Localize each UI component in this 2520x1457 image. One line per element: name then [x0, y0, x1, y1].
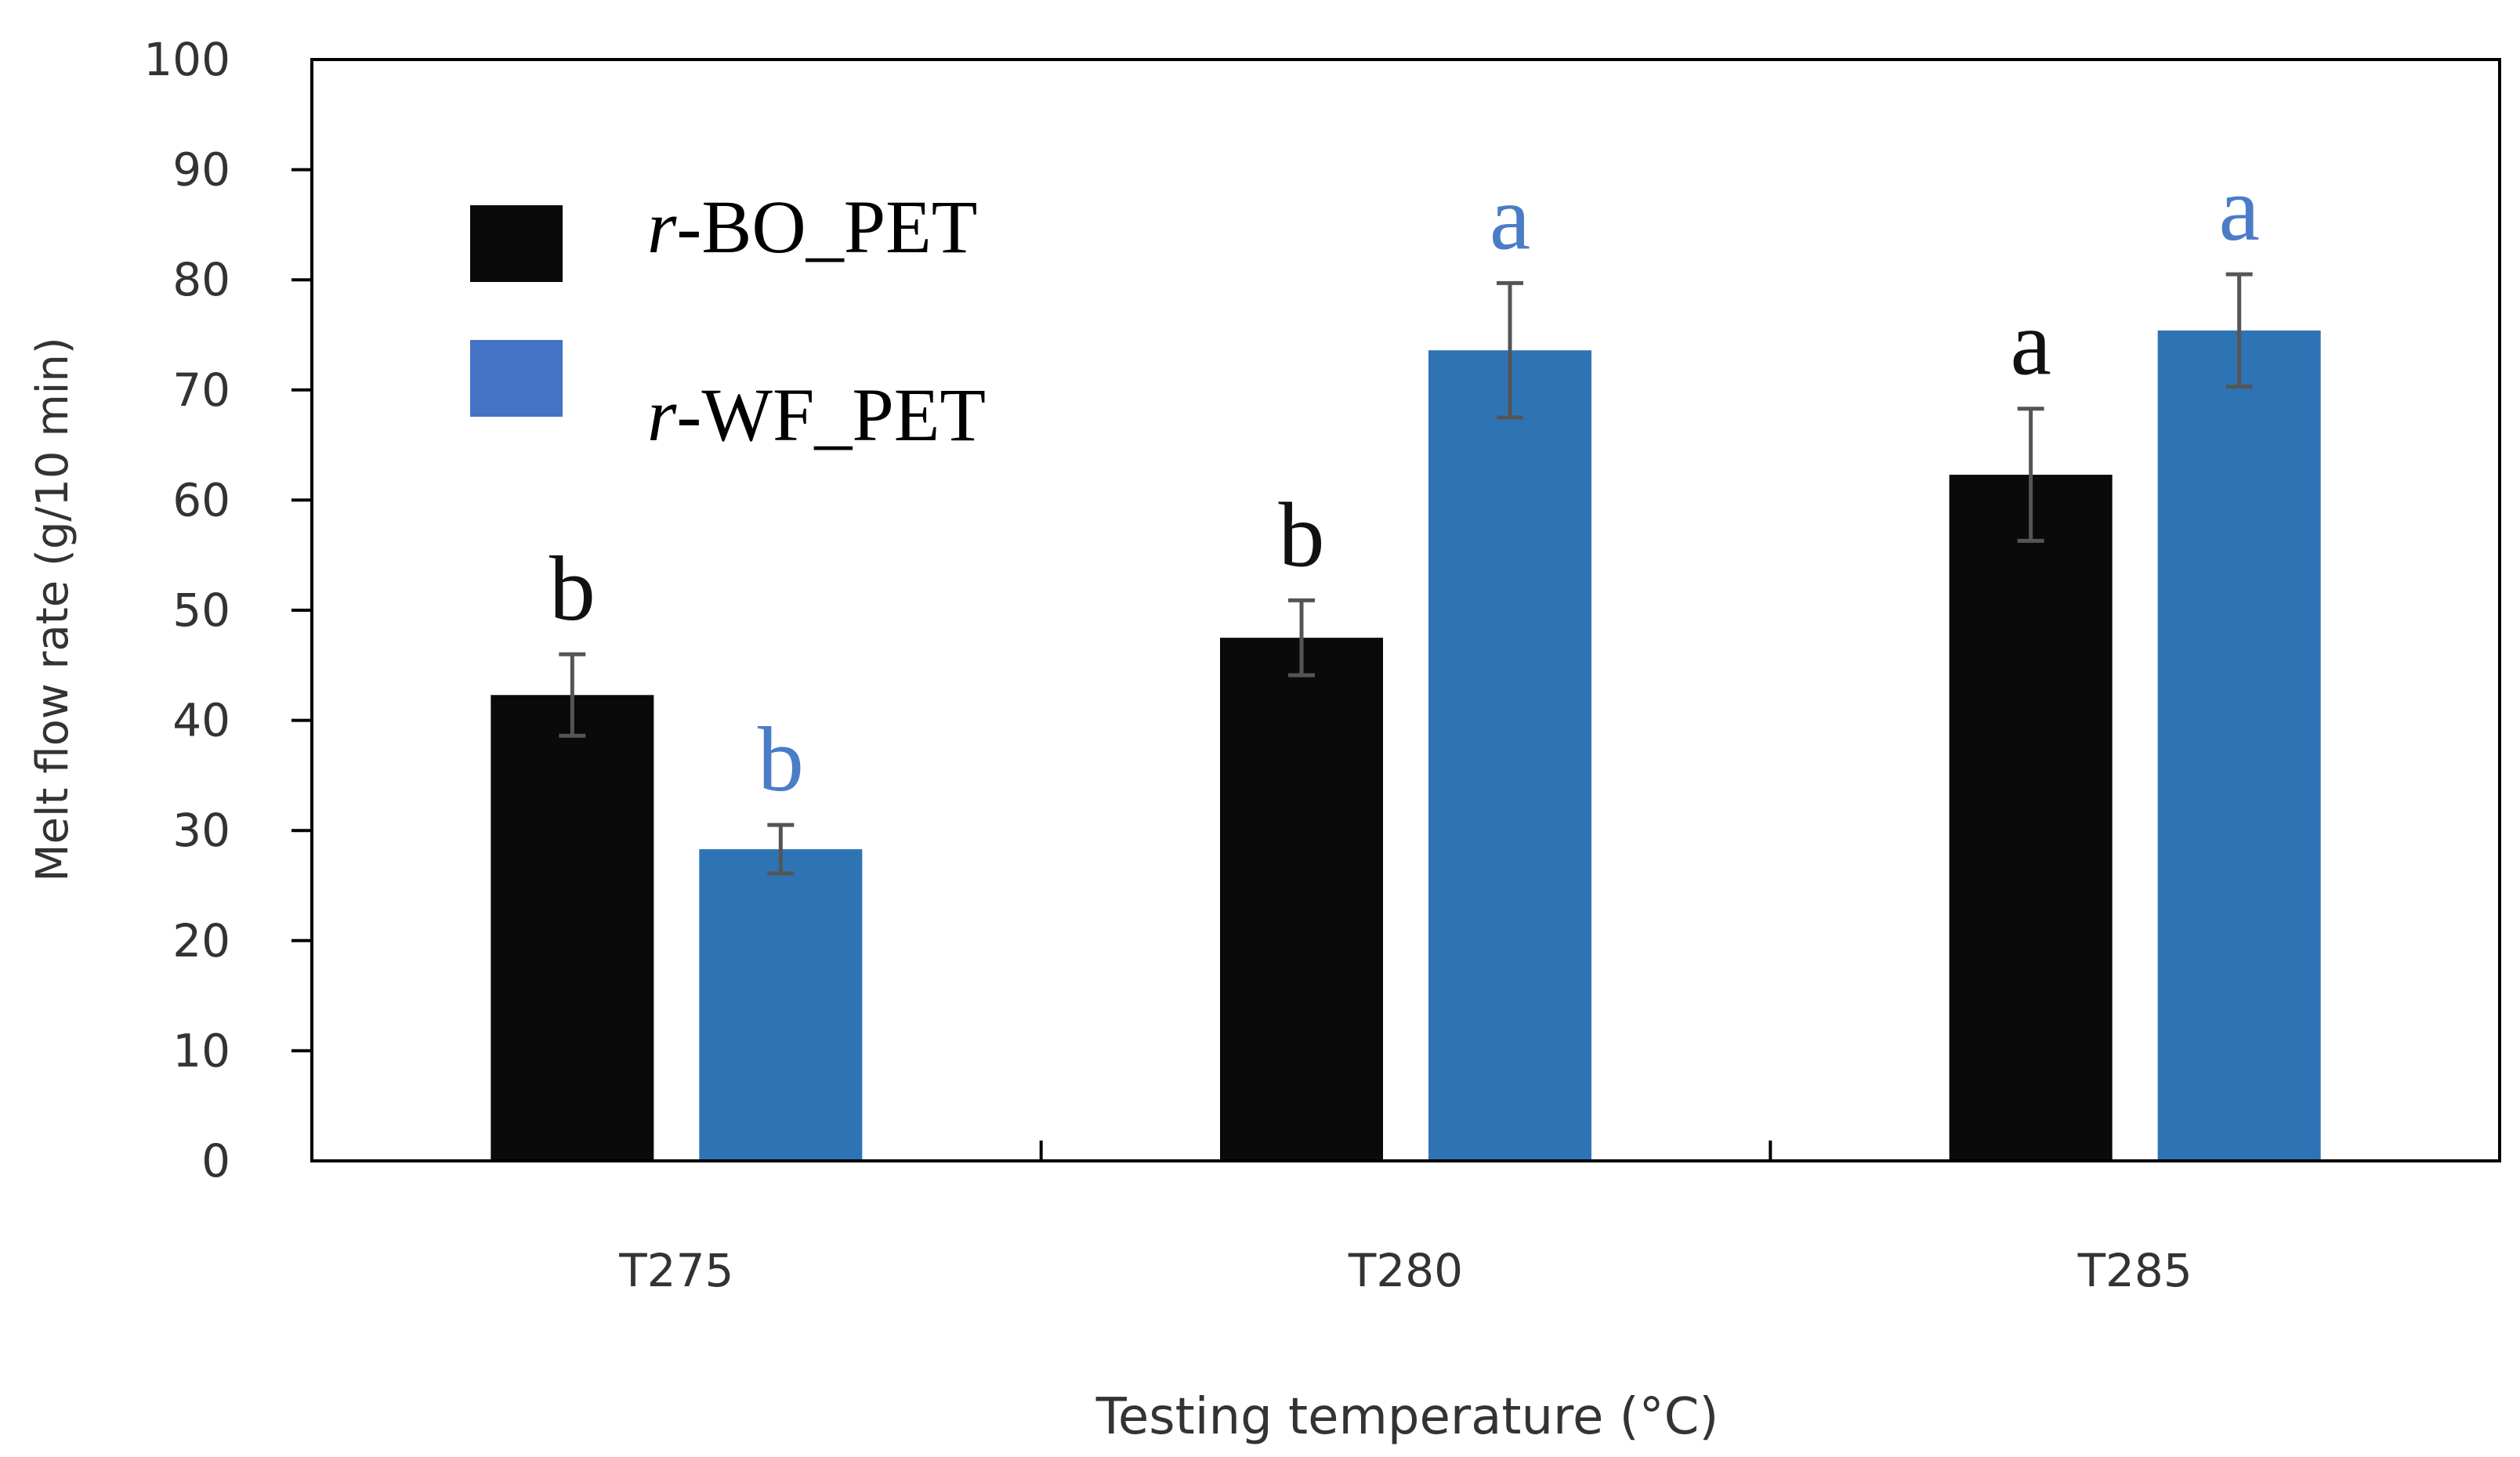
bar-r-WF_PET-T280	[1428, 350, 1591, 1162]
legend-swatch-r-WF_PET	[470, 340, 563, 417]
legend-label-suffix: -WF_PET	[676, 373, 986, 457]
x-tick-label: T275	[618, 1244, 733, 1297]
bar-r-BO_PET-T275	[491, 695, 654, 1161]
x-axis-title: Testing temperature (°C)	[1095, 1388, 1719, 1446]
legend-label-suffix: -BO_PET	[676, 185, 977, 269]
legend-label-r-WF_PET: r-WF_PET	[647, 373, 986, 457]
y-tick-label: 20	[172, 914, 230, 967]
axis-layer: 0 10 20 30 40 50 60 70 80 90 100 T275 T280 T285	[143, 33, 2192, 1297]
significance-letter: a	[2010, 292, 2051, 395]
y-tick-label: 40	[172, 694, 230, 747]
y-axis-title: Melt flow rate (g/10 min)	[27, 337, 78, 882]
x-tick-label: T285	[2077, 1244, 2192, 1297]
y-tick-label: 10	[172, 1024, 230, 1077]
significance-letter: b	[1279, 483, 1325, 586]
y-tick-label: 100	[143, 33, 230, 86]
bar-r-BO_PET-T280	[1220, 638, 1383, 1161]
legend-label-prefix: r	[647, 185, 677, 269]
bars-layer: b b a b a a	[491, 157, 2321, 1162]
x-tick-label: T280	[1348, 1244, 1463, 1297]
bar-r-WF_PET-T285	[2157, 330, 2321, 1162]
y-tick-label: 50	[172, 584, 230, 637]
legend-label-prefix: r	[647, 373, 677, 457]
legend-label-r-BO_PET: r-BO_PET	[647, 185, 977, 269]
significance-letter: b	[758, 708, 804, 811]
y-tick-label: 80	[172, 253, 230, 306]
y-tick-label: 30	[172, 804, 230, 857]
significance-letter: a	[1490, 166, 1530, 269]
y-tick-label: 90	[172, 143, 230, 197]
y-tick-label: 70	[172, 363, 230, 417]
bar-r-BO_PET-T285	[1949, 475, 2113, 1161]
significance-letter: a	[2218, 157, 2259, 260]
y-tick-label: 60	[172, 473, 230, 526]
y-tick-label: 0	[201, 1134, 230, 1188]
legend-swatch-r-BO_PET	[470, 205, 563, 282]
bar-r-WF_PET-T275	[699, 849, 863, 1161]
significance-letter: b	[549, 537, 596, 640]
